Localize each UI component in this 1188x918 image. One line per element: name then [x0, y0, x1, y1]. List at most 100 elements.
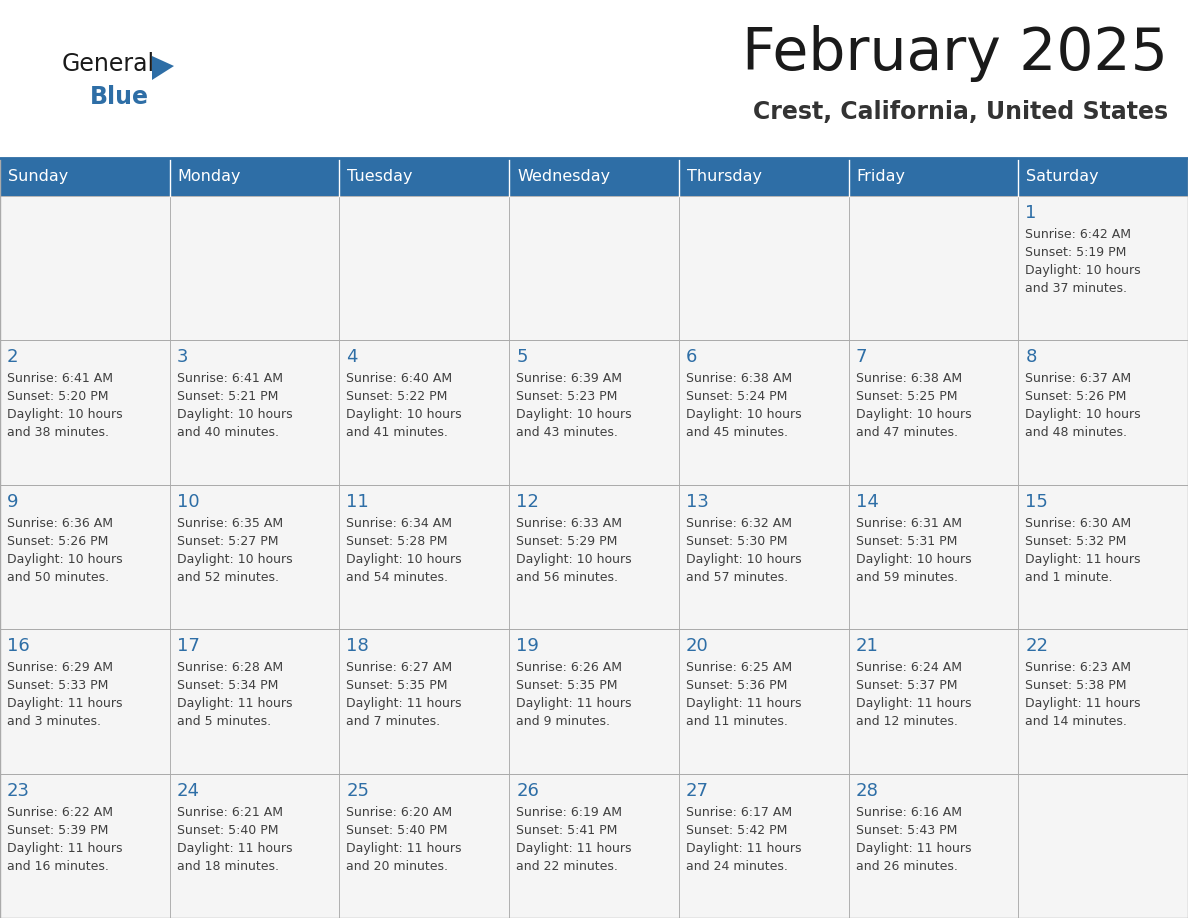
Text: Sunrise: 6:16 AM
Sunset: 5:43 PM
Daylight: 11 hours
and 26 minutes.: Sunrise: 6:16 AM Sunset: 5:43 PM Dayligh…: [855, 806, 971, 873]
Text: 6: 6: [685, 349, 697, 366]
Bar: [340, 774, 510, 918]
Text: 23: 23: [7, 781, 30, 800]
Bar: [0, 485, 170, 629]
Bar: [510, 485, 678, 629]
Bar: [848, 485, 1018, 629]
Bar: [170, 341, 340, 485]
Bar: [848, 774, 1018, 918]
Text: 3: 3: [177, 349, 188, 366]
Bar: [1018, 629, 1188, 774]
Text: 27: 27: [685, 781, 709, 800]
Bar: [1018, 341, 1188, 485]
Text: 1: 1: [1025, 204, 1037, 222]
Bar: [678, 196, 848, 341]
Text: 7: 7: [855, 349, 867, 366]
Bar: [848, 158, 1018, 196]
Text: Friday: Friday: [857, 170, 905, 185]
Text: 18: 18: [347, 637, 369, 655]
Text: Thursday: Thursday: [687, 170, 762, 185]
Bar: [510, 629, 678, 774]
Bar: [0, 158, 1188, 918]
Text: Sunrise: 6:27 AM
Sunset: 5:35 PM
Daylight: 11 hours
and 7 minutes.: Sunrise: 6:27 AM Sunset: 5:35 PM Dayligh…: [347, 661, 462, 728]
Bar: [678, 774, 848, 918]
Bar: [1018, 774, 1188, 918]
Bar: [0, 341, 170, 485]
Text: 5: 5: [516, 349, 527, 366]
Text: Sunrise: 6:41 AM
Sunset: 5:20 PM
Daylight: 10 hours
and 38 minutes.: Sunrise: 6:41 AM Sunset: 5:20 PM Dayligh…: [7, 373, 122, 440]
Text: 22: 22: [1025, 637, 1048, 655]
Text: 20: 20: [685, 637, 708, 655]
Polygon shape: [152, 56, 173, 80]
Text: 28: 28: [855, 781, 878, 800]
Bar: [340, 196, 510, 341]
Bar: [0, 196, 170, 341]
Text: 13: 13: [685, 493, 709, 510]
Text: Sunrise: 6:24 AM
Sunset: 5:37 PM
Daylight: 11 hours
and 12 minutes.: Sunrise: 6:24 AM Sunset: 5:37 PM Dayligh…: [855, 661, 971, 728]
Bar: [678, 341, 848, 485]
Text: Sunday: Sunday: [8, 170, 68, 185]
Text: Sunrise: 6:38 AM
Sunset: 5:25 PM
Daylight: 10 hours
and 47 minutes.: Sunrise: 6:38 AM Sunset: 5:25 PM Dayligh…: [855, 373, 972, 440]
Text: Saturday: Saturday: [1026, 170, 1099, 185]
Text: 19: 19: [516, 637, 539, 655]
Text: Sunrise: 6:31 AM
Sunset: 5:31 PM
Daylight: 10 hours
and 59 minutes.: Sunrise: 6:31 AM Sunset: 5:31 PM Dayligh…: [855, 517, 972, 584]
Text: Sunrise: 6:23 AM
Sunset: 5:38 PM
Daylight: 11 hours
and 14 minutes.: Sunrise: 6:23 AM Sunset: 5:38 PM Dayligh…: [1025, 661, 1140, 728]
Bar: [678, 158, 848, 196]
Bar: [340, 485, 510, 629]
Text: Wednesday: Wednesday: [517, 170, 611, 185]
Text: 21: 21: [855, 637, 878, 655]
Text: Sunrise: 6:36 AM
Sunset: 5:26 PM
Daylight: 10 hours
and 50 minutes.: Sunrise: 6:36 AM Sunset: 5:26 PM Dayligh…: [7, 517, 122, 584]
Text: Monday: Monday: [178, 170, 241, 185]
Bar: [0, 629, 170, 774]
Text: 4: 4: [347, 349, 358, 366]
Text: 25: 25: [347, 781, 369, 800]
Text: 11: 11: [347, 493, 369, 510]
Bar: [170, 196, 340, 341]
Bar: [678, 485, 848, 629]
Bar: [1018, 485, 1188, 629]
Text: Sunrise: 6:32 AM
Sunset: 5:30 PM
Daylight: 10 hours
and 57 minutes.: Sunrise: 6:32 AM Sunset: 5:30 PM Dayligh…: [685, 517, 802, 584]
Bar: [0, 158, 170, 196]
Bar: [510, 774, 678, 918]
Text: Sunrise: 6:26 AM
Sunset: 5:35 PM
Daylight: 11 hours
and 9 minutes.: Sunrise: 6:26 AM Sunset: 5:35 PM Dayligh…: [516, 661, 632, 728]
Text: Crest, California, United States: Crest, California, United States: [753, 100, 1168, 124]
Text: 17: 17: [177, 637, 200, 655]
Text: Tuesday: Tuesday: [347, 170, 413, 185]
Text: Sunrise: 6:35 AM
Sunset: 5:27 PM
Daylight: 10 hours
and 52 minutes.: Sunrise: 6:35 AM Sunset: 5:27 PM Dayligh…: [177, 517, 292, 584]
Text: February 2025: February 2025: [742, 25, 1168, 82]
Text: Blue: Blue: [90, 85, 148, 109]
Text: Sunrise: 6:30 AM
Sunset: 5:32 PM
Daylight: 11 hours
and 1 minute.: Sunrise: 6:30 AM Sunset: 5:32 PM Dayligh…: [1025, 517, 1140, 584]
Text: Sunrise: 6:33 AM
Sunset: 5:29 PM
Daylight: 10 hours
and 56 minutes.: Sunrise: 6:33 AM Sunset: 5:29 PM Dayligh…: [516, 517, 632, 584]
Bar: [1018, 196, 1188, 341]
Bar: [510, 158, 678, 196]
Bar: [510, 196, 678, 341]
Text: 10: 10: [177, 493, 200, 510]
Bar: [170, 485, 340, 629]
Text: Sunrise: 6:38 AM
Sunset: 5:24 PM
Daylight: 10 hours
and 45 minutes.: Sunrise: 6:38 AM Sunset: 5:24 PM Dayligh…: [685, 373, 802, 440]
Text: 2: 2: [7, 349, 19, 366]
Bar: [848, 629, 1018, 774]
Bar: [848, 341, 1018, 485]
Text: General: General: [62, 52, 156, 76]
Text: 16: 16: [7, 637, 30, 655]
Text: Sunrise: 6:39 AM
Sunset: 5:23 PM
Daylight: 10 hours
and 43 minutes.: Sunrise: 6:39 AM Sunset: 5:23 PM Dayligh…: [516, 373, 632, 440]
Bar: [1018, 158, 1188, 196]
Bar: [340, 629, 510, 774]
Text: 12: 12: [516, 493, 539, 510]
Text: 26: 26: [516, 781, 539, 800]
Bar: [170, 629, 340, 774]
Bar: [340, 158, 510, 196]
Text: Sunrise: 6:19 AM
Sunset: 5:41 PM
Daylight: 11 hours
and 22 minutes.: Sunrise: 6:19 AM Sunset: 5:41 PM Dayligh…: [516, 806, 632, 873]
Bar: [340, 341, 510, 485]
Text: Sunrise: 6:21 AM
Sunset: 5:40 PM
Daylight: 11 hours
and 18 minutes.: Sunrise: 6:21 AM Sunset: 5:40 PM Dayligh…: [177, 806, 292, 873]
Bar: [678, 629, 848, 774]
Text: 14: 14: [855, 493, 878, 510]
Text: Sunrise: 6:22 AM
Sunset: 5:39 PM
Daylight: 11 hours
and 16 minutes.: Sunrise: 6:22 AM Sunset: 5:39 PM Dayligh…: [7, 806, 122, 873]
Text: Sunrise: 6:29 AM
Sunset: 5:33 PM
Daylight: 11 hours
and 3 minutes.: Sunrise: 6:29 AM Sunset: 5:33 PM Dayligh…: [7, 661, 122, 728]
Text: Sunrise: 6:37 AM
Sunset: 5:26 PM
Daylight: 10 hours
and 48 minutes.: Sunrise: 6:37 AM Sunset: 5:26 PM Dayligh…: [1025, 373, 1140, 440]
Text: 15: 15: [1025, 493, 1048, 510]
Bar: [848, 196, 1018, 341]
Text: Sunrise: 6:41 AM
Sunset: 5:21 PM
Daylight: 10 hours
and 40 minutes.: Sunrise: 6:41 AM Sunset: 5:21 PM Dayligh…: [177, 373, 292, 440]
Text: Sunrise: 6:40 AM
Sunset: 5:22 PM
Daylight: 10 hours
and 41 minutes.: Sunrise: 6:40 AM Sunset: 5:22 PM Dayligh…: [347, 373, 462, 440]
Text: 9: 9: [7, 493, 19, 510]
Text: Sunrise: 6:28 AM
Sunset: 5:34 PM
Daylight: 11 hours
and 5 minutes.: Sunrise: 6:28 AM Sunset: 5:34 PM Dayligh…: [177, 661, 292, 728]
